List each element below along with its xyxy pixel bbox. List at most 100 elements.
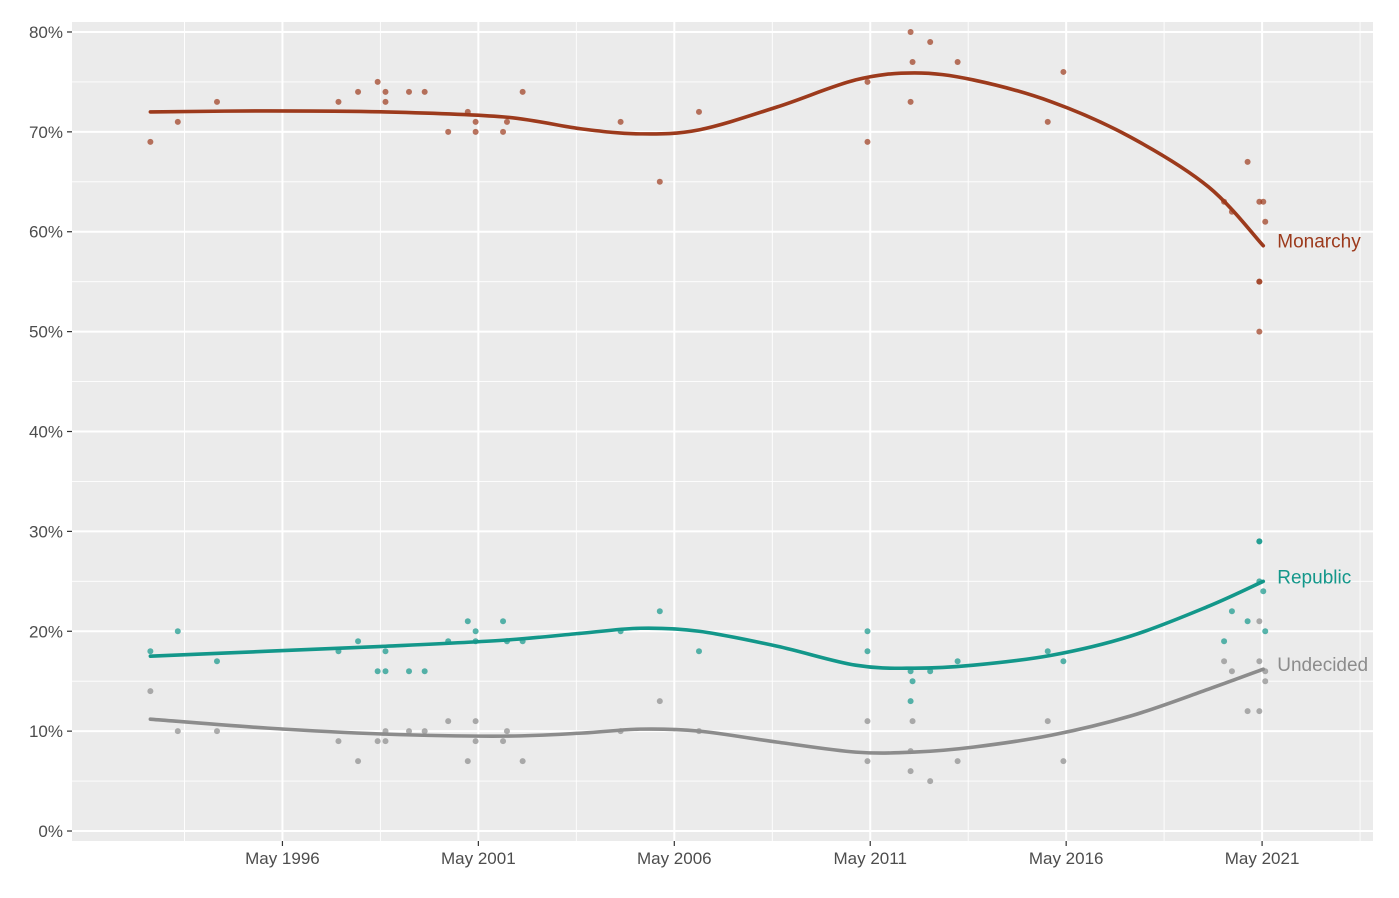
monarchy-point [445,128,452,135]
series-republic: Republic [147,538,1351,705]
x-tick-label: May 2006 [637,849,712,868]
x-tick-label: May 2021 [1225,849,1300,868]
monarchy-point [406,88,413,95]
undecided-point [335,738,342,745]
undecided-point [445,718,452,725]
republic-point [907,698,914,705]
republic-point [695,648,702,655]
republic-point [472,628,479,635]
monarchy-trend-line [148,71,1266,248]
republic-point [382,648,389,655]
undecided-point [864,758,871,765]
monarchy-point [1256,328,1263,335]
republic-trend-line [148,579,1266,671]
monarchy-point [695,108,702,115]
undecided-point [1244,708,1251,715]
undecided-point [1256,708,1263,715]
monarchy-point [954,58,961,65]
republic-point [1262,628,1269,635]
monarchy-point [1060,68,1067,75]
republic-point [406,668,413,675]
undecided-point [464,758,471,765]
y-tick-label: 50% [29,323,63,342]
y-tick-label: 70% [29,123,63,142]
republic-label: Republic [1277,567,1351,588]
monarchy-point [864,78,871,85]
undecided-point [472,718,479,725]
undecided-point [174,728,181,735]
monarchy-point [503,118,510,125]
republic-point [1256,538,1263,545]
undecided-point [1221,658,1228,665]
undecided-point [927,778,934,785]
republic-point [174,628,181,635]
y-tick-label: 60% [29,223,63,242]
monarchy-point [147,138,154,145]
republic-point [374,668,381,675]
undecided-point [1228,668,1235,675]
monarchy-point [927,38,934,45]
monarchy-point [472,118,479,125]
monarchy-point [382,98,389,105]
republic-point [864,628,871,635]
republic-point [421,668,428,675]
monarchy-point [335,98,342,105]
undecided-point [519,758,526,765]
series-layer: Monarchy Republic Undecided [147,28,1368,785]
undecided-point [355,758,362,765]
undecided-point [1044,718,1051,725]
republic-point [1060,658,1067,665]
republic-point [382,668,389,675]
undecided-point [909,718,916,725]
y-tick-label: 20% [29,622,63,641]
x-tick-label: May 2001 [441,849,516,868]
x-tick-label: May 1996 [245,849,320,868]
monarchy-point [174,118,181,125]
undecided-point [147,688,154,695]
republic-point [656,608,663,615]
monarchy-point [656,178,663,185]
undecided-point [500,738,507,745]
y-tick-label: 40% [29,423,63,442]
undecided-point [213,728,220,735]
y-tick-label: 0% [38,822,63,841]
undecided-point [1060,758,1067,765]
undecided-point [954,758,961,765]
x-tick-label: May 2016 [1029,849,1104,868]
monarchy-point [355,88,362,95]
undecided-point [656,698,663,705]
republic-point [464,618,471,625]
undecided-label: Undecided [1277,655,1368,676]
monarchy-point [1244,158,1251,165]
x-axis: May 1996 May 2001 May 2006 May 2011 May 2016… [245,841,1299,868]
monarchy-point [864,138,871,145]
republic-point [1260,588,1267,595]
republic-point [954,658,961,665]
series-undecided: Undecided [147,618,1368,785]
monarchy-point [907,98,914,105]
monarchy-label: Monarchy [1277,232,1361,253]
monarchy-point [617,118,624,125]
republic-point [864,648,871,655]
undecided-point [1256,658,1263,665]
republic-point [1044,648,1051,655]
undecided-point [406,728,413,735]
undecided-point [382,738,389,745]
republic-point [909,678,916,685]
monarchy-point [519,88,526,95]
monarchy-point [907,28,914,35]
x-tick-label: May 2011 [834,849,907,868]
undecided-point [472,738,479,745]
series-monarchy: Monarchy [147,28,1361,335]
republic-point [500,618,507,625]
undecided-point [1262,678,1269,685]
monarchy-point [1044,118,1051,125]
monarchy-point [374,78,381,85]
undecided-point [907,768,914,775]
y-tick-label: 30% [29,522,63,541]
republic-point [213,658,220,665]
monarchy-point [382,88,389,95]
republic-point [1221,638,1228,645]
monarchy-point [500,128,507,135]
